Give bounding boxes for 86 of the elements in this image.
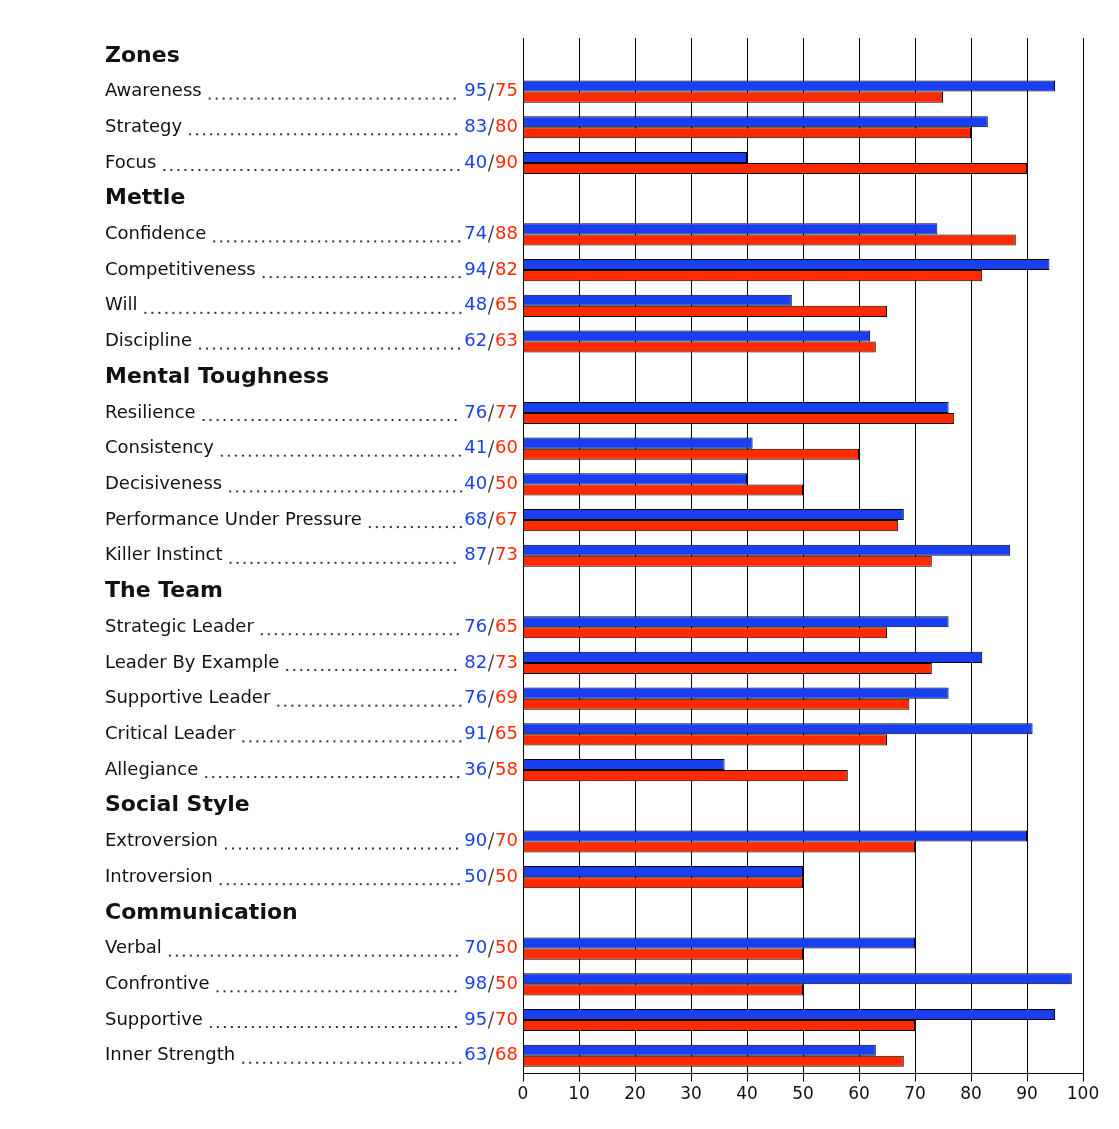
y-tick-label: Social Style — [105, 791, 250, 817]
data-label: 73 — [495, 543, 518, 565]
data-label: 77 — [495, 400, 518, 422]
data-label: 82 — [464, 650, 488, 672]
y-tick-label: Killer Instinct — [105, 543, 223, 565]
data-label: 83 — [464, 114, 488, 136]
x-tick-label: 40 — [736, 1083, 758, 1104]
y-tick-label: Focus — [105, 150, 157, 172]
data-label: 48 — [464, 293, 488, 315]
data-label: 63 — [495, 329, 518, 351]
x-tick-label: 10 — [568, 1083, 590, 1104]
x-tick-label: 80 — [960, 1083, 982, 1104]
data-label: 65 — [495, 722, 518, 744]
data-label: 70 — [495, 1007, 518, 1029]
data-label: 90 — [495, 150, 518, 172]
y-tick-label: Critical Leader — [105, 722, 236, 744]
data-label: 68 — [464, 507, 488, 529]
y-tick-label: Introversion — [105, 864, 213, 886]
data-label: 63 — [464, 1043, 488, 1065]
data-label: 95 — [464, 79, 488, 101]
y-tick-label: Performance Under Pressure — [105, 507, 362, 529]
y-tick-label: Mettle — [105, 184, 186, 210]
data-label: 76 — [464, 400, 488, 422]
x-tick-label: 60 — [848, 1083, 870, 1104]
y-tick-label: Verbal — [105, 936, 162, 958]
data-label: 75 — [495, 79, 518, 101]
data-label: 50 — [495, 972, 518, 993]
y-tick-label: Consistency — [105, 436, 215, 458]
y-tick-label: Strategy — [105, 114, 183, 136]
data-label: 87 — [464, 543, 488, 565]
y-tick-label: Discipline — [105, 329, 193, 351]
data-label: 88 — [495, 222, 518, 244]
x-tick-label: 20 — [624, 1083, 646, 1104]
y-tick-label: The Team — [105, 577, 224, 603]
data-label: 70 — [495, 829, 518, 851]
x-tick-label: 0 — [517, 1083, 529, 1104]
data-label: 90 — [464, 829, 488, 851]
data-label: 70 — [464, 936, 488, 958]
x-tick-label: 100 — [1066, 1083, 1100, 1104]
data-label: 95 — [464, 1007, 488, 1029]
data-label: 62 — [464, 329, 488, 351]
data-label: 65 — [495, 614, 518, 636]
x-tick-label: 90 — [1016, 1083, 1038, 1104]
y-tick-label: Leader By Example — [105, 650, 280, 672]
y-tick-label: Allegiance — [105, 757, 199, 779]
y-tick-label: Zones — [105, 41, 180, 67]
data-label: 68 — [495, 1043, 518, 1065]
y-tick-label: Extroversion — [105, 829, 219, 851]
data-label: 76 — [464, 614, 488, 636]
x-tick-label: 50 — [792, 1083, 814, 1104]
y-tick-label: Confrontive — [105, 972, 210, 993]
x-tick-label: 70 — [904, 1083, 926, 1104]
data-label: 76 — [464, 686, 488, 708]
y-tick-label: Supportive — [105, 1007, 203, 1029]
data-label: 98 — [464, 972, 488, 993]
data-label: 60 — [495, 436, 518, 458]
data-label: 65 — [495, 293, 518, 315]
data-label: 69 — [495, 686, 518, 708]
data-label: 94 — [464, 257, 488, 279]
y-tick-label: Will — [105, 293, 138, 315]
data-label: 50 — [495, 864, 518, 886]
data-label: 40 — [464, 472, 488, 494]
y-tick-label: Inner Strength — [105, 1043, 236, 1065]
y-tick-label: Resilience — [105, 400, 196, 422]
data-label: 58 — [495, 757, 518, 779]
data-label: 50 — [464, 864, 488, 886]
y-tick-label: Awareness — [105, 79, 202, 101]
y-tick-label: Communication — [105, 898, 298, 924]
data-label: 73 — [495, 650, 518, 672]
data-label: 50 — [495, 936, 518, 958]
data-label: 41 — [464, 436, 488, 458]
y-tick-label: Competitiveness — [105, 257, 256, 279]
data-label: 40 — [464, 150, 488, 172]
y-tick-label: Confidence — [105, 222, 207, 244]
data-label: 36 — [464, 757, 488, 779]
y-tick-label: Supportive Leader — [105, 686, 271, 708]
data-label: 82 — [495, 257, 518, 279]
data-label: 50 — [495, 472, 518, 494]
x-tick-label: 30 — [680, 1083, 702, 1104]
y-tick-label: Strategic Leader — [105, 614, 255, 636]
data-label: 74 — [464, 222, 488, 244]
y-tick-label: Mental Toughness — [105, 362, 330, 388]
data-label: 67 — [495, 507, 518, 529]
data-label: 80 — [495, 114, 518, 136]
y-tick-label: Decisiveness — [105, 472, 223, 494]
data-label: 91 — [464, 722, 488, 744]
